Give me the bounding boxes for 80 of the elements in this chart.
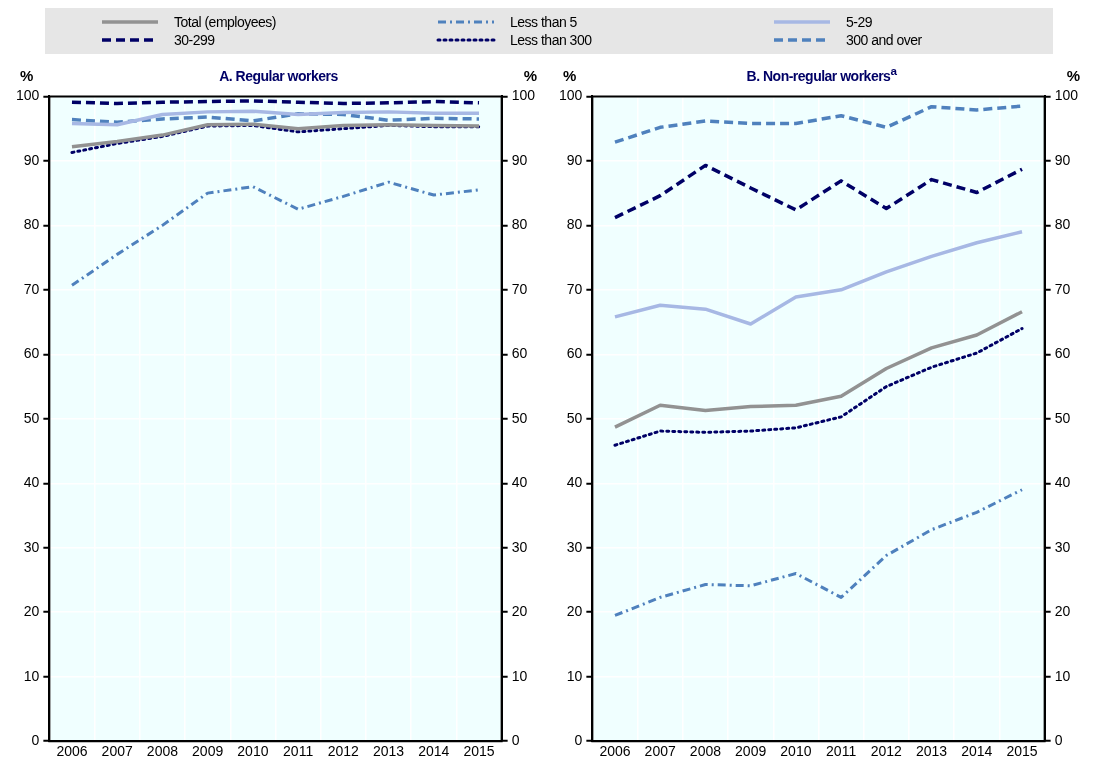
y2-tick-label: 80 <box>1054 216 1071 233</box>
y2-tick-label: 100 <box>1054 87 1079 104</box>
y2-tick-label: 0 <box>1054 732 1063 749</box>
x-tick-label: 2009 <box>192 743 224 760</box>
y2-tick-label: 50 <box>511 409 528 426</box>
y-tick-label: 30 <box>23 538 40 555</box>
legend-label: Less than 300 <box>510 32 592 48</box>
y-tick-label: 10 <box>23 667 40 684</box>
x-tick-label: 2006 <box>56 743 88 760</box>
x-tick-label: 2007 <box>101 743 133 760</box>
legend-label: 300 and over <box>846 32 922 48</box>
y2-tick-label: 30 <box>511 538 528 555</box>
x-tick-label: 2010 <box>780 743 812 760</box>
y-tick-label: 40 <box>566 474 583 491</box>
y2-tick-label: 40 <box>1054 474 1071 491</box>
x-tick-label: 2008 <box>146 743 179 760</box>
y-tick-label: 60 <box>566 345 583 362</box>
x-tick-label: 2013 <box>915 743 948 760</box>
y-tick-label: 10 <box>566 667 583 684</box>
line-series <box>613 488 1024 617</box>
legend-label: Less than 5 <box>510 14 577 30</box>
legend-label: 5-29 <box>846 14 873 30</box>
y-tick-label: 90 <box>23 151 40 168</box>
y2-tick-label: 10 <box>511 667 528 684</box>
y2-tick-label: 90 <box>511 151 528 168</box>
y2-tick-label: 40 <box>511 474 528 491</box>
y-tick-label: 70 <box>566 280 583 297</box>
x-tick-label: 2013 <box>372 743 405 760</box>
y2-tick-label: 60 <box>511 345 528 362</box>
y-tick-label: 80 <box>23 216 40 233</box>
chart-title: B. Non-regular workers$^{a}$ <box>746 64 897 84</box>
x-tick-label: 2015 <box>1006 743 1038 760</box>
legend-label: 30-299 <box>174 32 215 48</box>
y2-tick-label: 0 <box>511 732 520 749</box>
x-tick-label: 2014 <box>418 743 450 760</box>
line-series <box>70 180 481 287</box>
line-series <box>613 327 1024 447</box>
y-tick-label: 50 <box>23 409 40 426</box>
y2-tick-label: 50 <box>1054 409 1071 426</box>
y-tick-label: 70 <box>23 280 40 297</box>
y-tick-label: 40 <box>23 474 40 491</box>
y2-tick-label: 20 <box>1054 603 1071 620</box>
y-tick-label: 100 <box>559 87 583 104</box>
x-tick-label: 2006 <box>599 743 631 760</box>
y2-tick-label: 100 <box>511 87 536 104</box>
x-tick-label: 2012 <box>870 743 903 760</box>
y-tick-label: 20 <box>566 603 583 620</box>
y-tick-label: 100 <box>16 87 40 104</box>
x-tick-label: 2011 <box>826 743 857 760</box>
y-tick-label: 30 <box>566 538 583 555</box>
y2-tick-label: 10 <box>1054 667 1071 684</box>
y2-axis-title: % <box>1066 67 1080 84</box>
y-tick-label: 80 <box>566 216 583 233</box>
x-tick-label: 2007 <box>644 743 676 760</box>
y-tick-label: 60 <box>23 345 40 362</box>
y2-tick-label: 60 <box>1054 345 1071 362</box>
legend-label: Total (employees) <box>174 14 276 30</box>
y-tick-label: 0 <box>31 732 40 749</box>
x-tick-label: 2009 <box>735 743 767 760</box>
y2-tick-label: 20 <box>511 603 528 620</box>
y-tick-label: 90 <box>566 151 583 168</box>
x-tick-label: 2015 <box>463 743 495 760</box>
y-tick-label: 50 <box>566 409 583 426</box>
y2-axis-title: % <box>523 67 537 84</box>
x-tick-label: 2014 <box>961 743 993 760</box>
x-tick-label: 2010 <box>237 743 269 760</box>
x-tick-label: 2012 <box>327 743 360 760</box>
y-tick-label: 20 <box>23 603 40 620</box>
y2-tick-label: 90 <box>1054 151 1071 168</box>
y2-tick-label: 30 <box>1054 538 1071 555</box>
y2-tick-label: 80 <box>511 216 528 233</box>
x-tick-label: 2011 <box>283 743 314 760</box>
line-series <box>613 163 1024 220</box>
y-tick-label: 0 <box>574 732 583 749</box>
y-axis-title: % <box>20 67 34 84</box>
x-tick-label: 2008 <box>689 743 722 760</box>
chart-title: A. Regular workers <box>219 68 338 84</box>
y-axis-title: % <box>563 67 577 84</box>
y2-tick-label: 70 <box>511 280 528 297</box>
y2-tick-label: 70 <box>1054 280 1071 297</box>
